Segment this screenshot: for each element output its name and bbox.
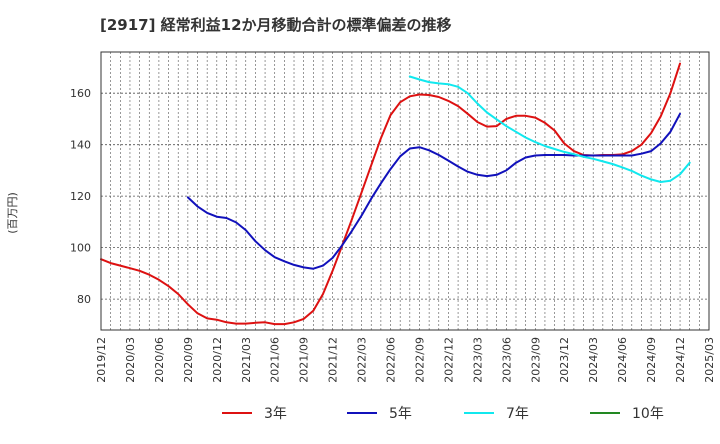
x-tick-label: 2020/12 xyxy=(211,337,224,383)
x-tick-label: 2021/12 xyxy=(327,337,340,383)
x-tick-label: 2023/09 xyxy=(529,337,542,383)
x-tick-label: 2021/03 xyxy=(240,337,253,383)
x-tick-label: 2022/03 xyxy=(356,337,369,383)
x-tick-label: 2023/06 xyxy=(500,337,513,383)
x-tick-label: 2025/03 xyxy=(703,337,716,383)
legend-label: 3年 xyxy=(264,406,287,422)
series-layer xyxy=(100,62,691,326)
y-tick-label: 120 xyxy=(70,190,91,203)
x-tick-label: 2021/09 xyxy=(298,337,311,383)
x-tick-label: 2019/12 xyxy=(95,337,108,383)
chart-title: [2917] 経常利益12か月移動合計の標準偏差の推移 xyxy=(100,16,452,34)
y-axis-label: (百万円) xyxy=(6,192,19,234)
x-tick-label: 2022/12 xyxy=(442,337,455,383)
x-tick-label: 2020/06 xyxy=(153,337,166,383)
y-tick-label: 80 xyxy=(77,293,91,306)
legend-label: 7年 xyxy=(506,406,529,422)
legend: 3年 5年 7年 10年 xyxy=(222,406,664,422)
grid-layer xyxy=(101,52,709,330)
legend-label: 5年 xyxy=(389,406,412,422)
x-tick-label: 2022/06 xyxy=(385,337,398,383)
x-tick-label: 2023/12 xyxy=(558,337,571,383)
x-tick-label: 2024/03 xyxy=(587,337,600,383)
plot-frame xyxy=(100,51,710,331)
x-tick-labels: 2019/12 2020/03 2020/06 2020/09 2020/12 2021/… xyxy=(95,337,716,383)
series-line-3 xyxy=(408,75,691,183)
y-tick-labels: 80 100 120 140 160 xyxy=(70,87,91,306)
y-tick-label: 100 xyxy=(70,242,91,255)
series-line-2 xyxy=(186,112,681,270)
x-tick-label: 2022/09 xyxy=(413,337,426,383)
x-tick-label: 2021/06 xyxy=(269,337,282,383)
x-tick-label: 2024/12 xyxy=(674,337,687,383)
y-tick-label: 160 xyxy=(70,87,91,100)
x-tick-label: 2020/09 xyxy=(182,337,195,383)
x-tick-label: 2024/06 xyxy=(616,337,629,383)
y-tick-label: 140 xyxy=(70,139,91,152)
legend-label: 10年 xyxy=(632,406,664,422)
x-tick-label: 2024/09 xyxy=(645,337,658,383)
x-tick-label: 2020/03 xyxy=(124,337,137,383)
x-tick-label: 2023/03 xyxy=(471,337,484,383)
